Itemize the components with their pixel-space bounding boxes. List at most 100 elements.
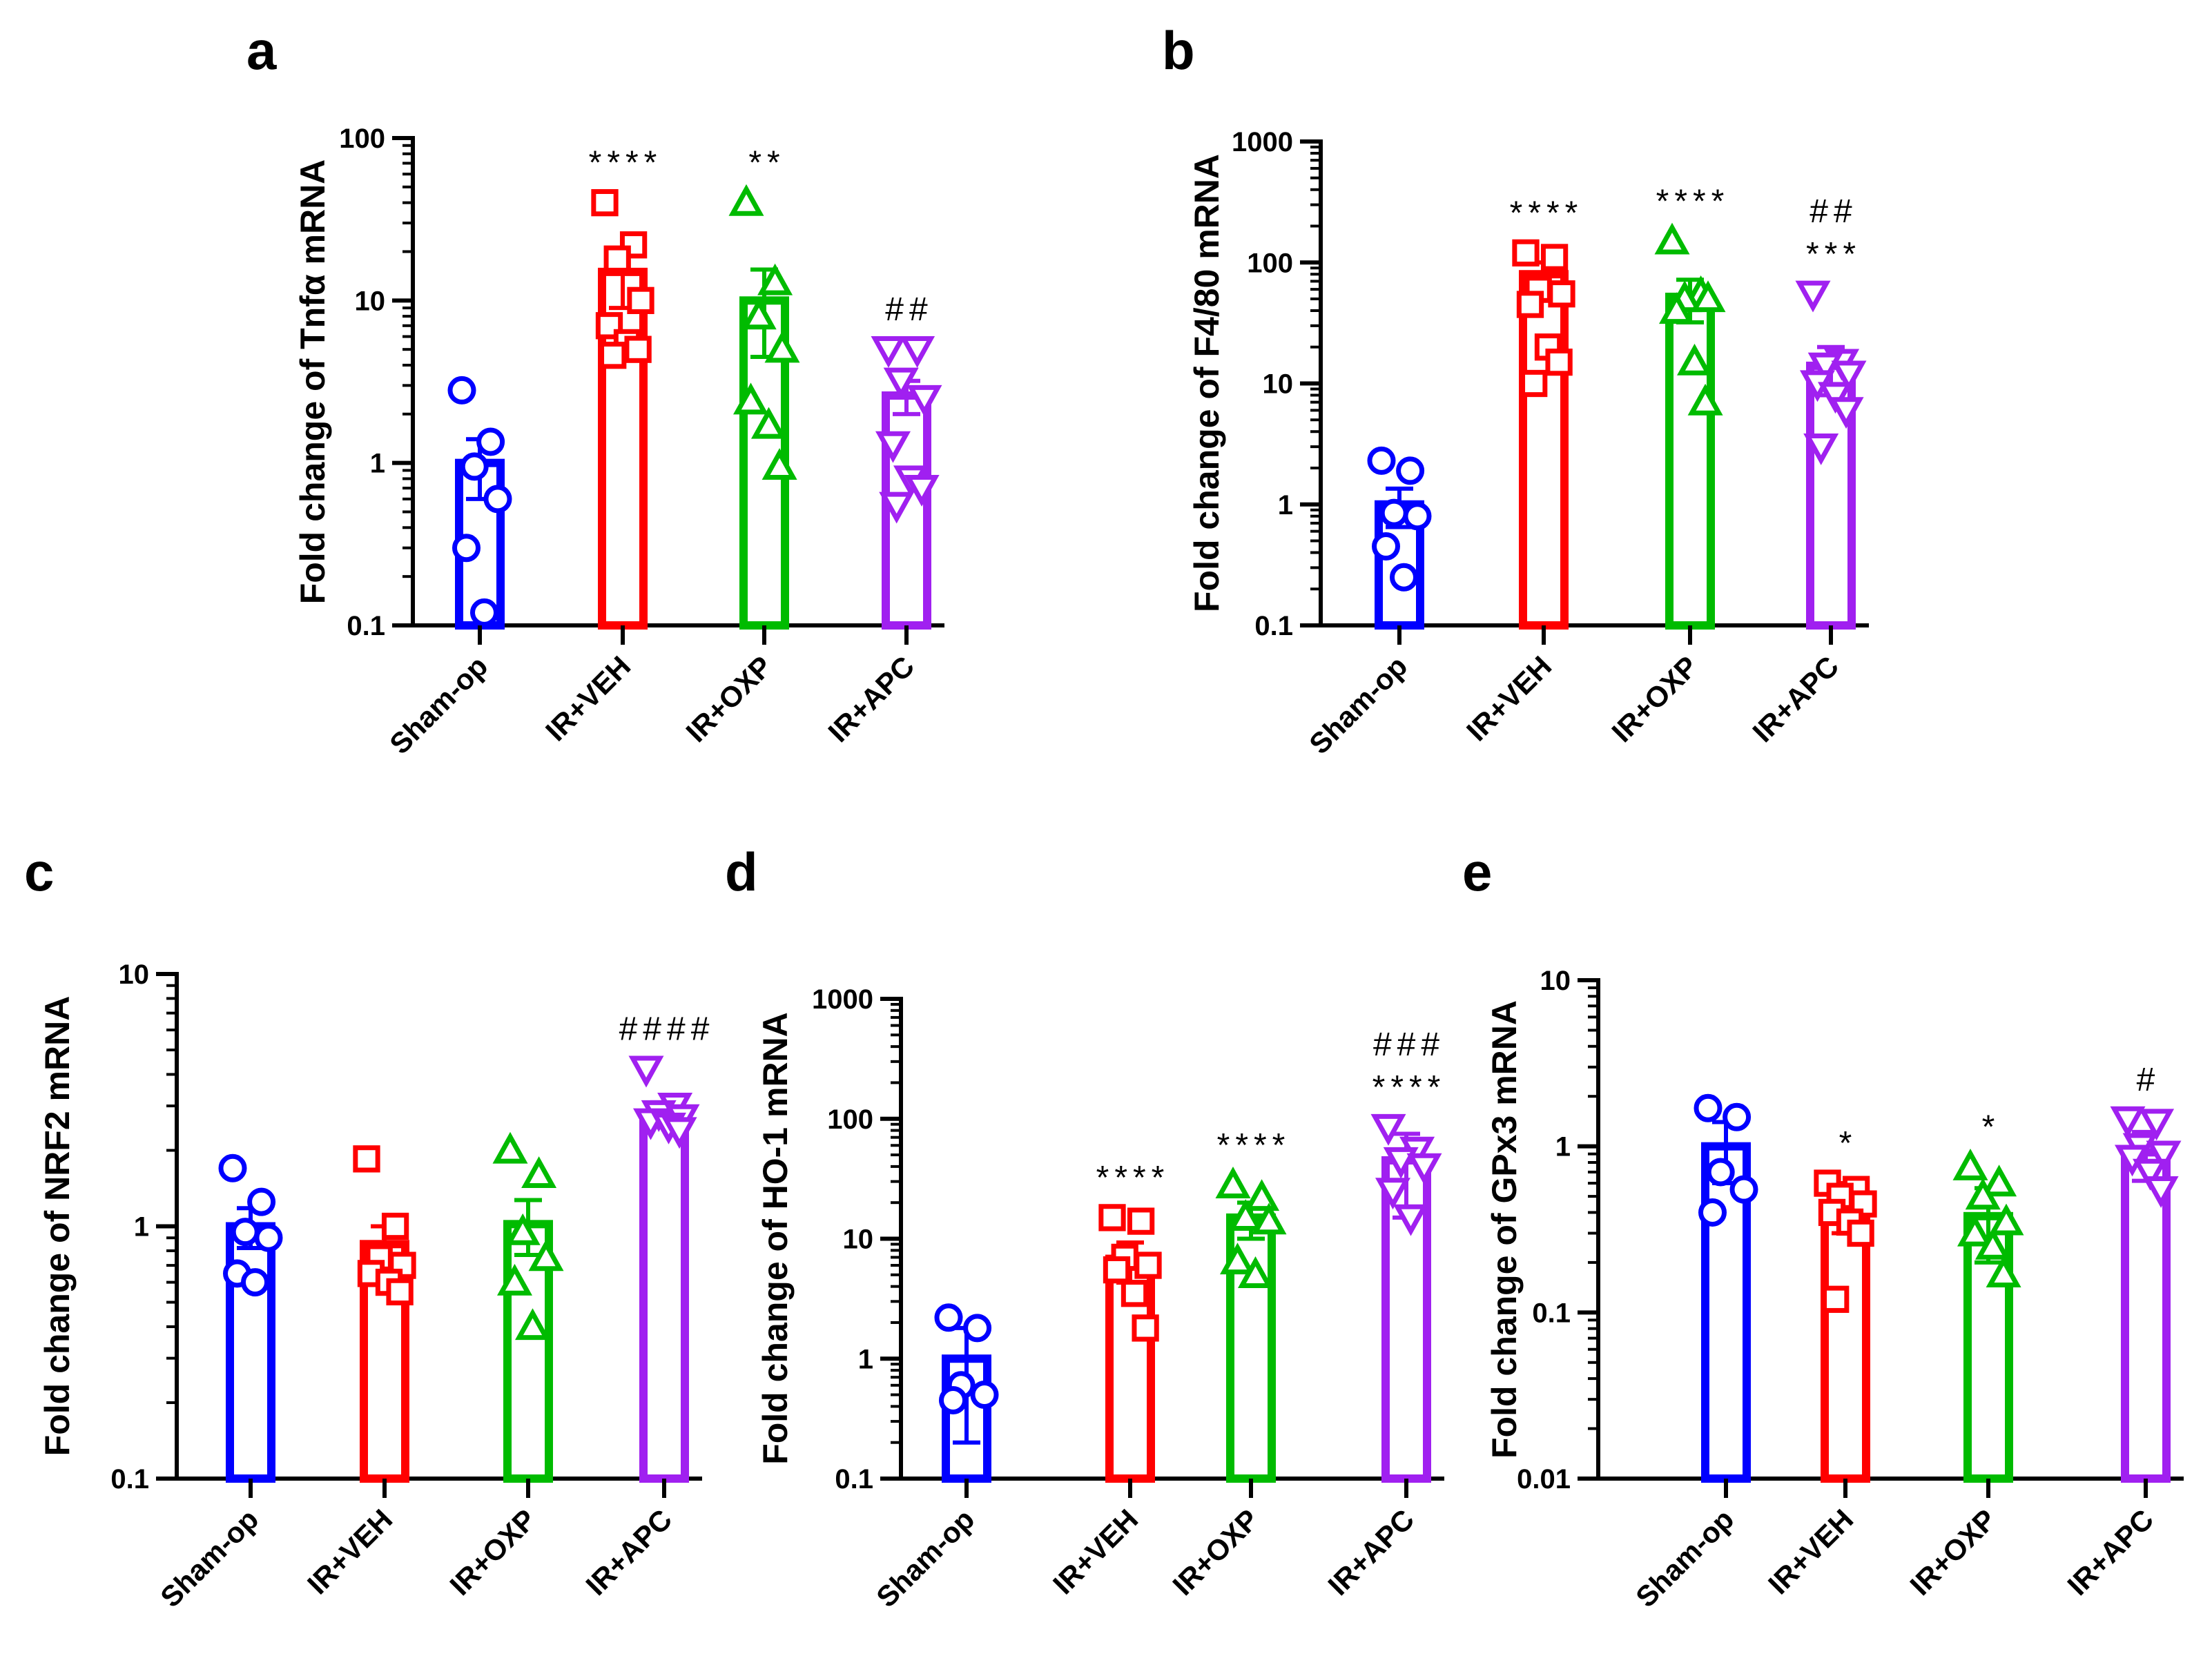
significance-label: **** — [1510, 195, 1584, 231]
data-point — [661, 1117, 697, 1149]
panel-letter: b — [1162, 20, 1195, 81]
data-point — [254, 1223, 283, 1252]
y-tick-label: 1000 — [812, 984, 873, 1015]
data-point — [1847, 1219, 1874, 1247]
y-tick-label: 0.1 — [835, 1464, 873, 1494]
data-point — [733, 382, 768, 415]
y-tick-label: 0.1 — [110, 1464, 149, 1494]
significance-label: **** — [1217, 1127, 1291, 1164]
y-tick-label: 0.1 — [1532, 1298, 1571, 1328]
data-point — [1403, 502, 1432, 531]
data-point — [628, 1055, 664, 1088]
significance-label: **** — [1096, 1160, 1170, 1196]
data-point — [1548, 280, 1575, 308]
data-point — [1215, 1167, 1251, 1198]
y-tick-label: 100 — [339, 124, 385, 154]
x-tick-label: IR+VEH — [539, 650, 637, 747]
chart-panel-d: d Fold change of HO-1 mRNA 0.1 1 10 100 1000 Sh… — [725, 841, 1445, 1613]
data-point — [624, 335, 652, 363]
data-point — [447, 376, 476, 405]
y-tick-label: 1 — [134, 1212, 149, 1243]
x-tick-label: IR+OXP — [679, 650, 778, 748]
data-point — [883, 367, 919, 400]
y-tick-label: 1 — [858, 1344, 873, 1374]
data-point — [1659, 292, 1694, 324]
data-point — [1379, 498, 1408, 527]
data-point — [879, 491, 915, 524]
data-point — [741, 298, 777, 330]
x-tick-label: IR+OXP — [1166, 1503, 1265, 1601]
data-point — [1831, 360, 1867, 393]
data-point — [470, 598, 498, 627]
panel-letter: c — [24, 841, 54, 902]
data-point — [1132, 1314, 1159, 1342]
data-point — [1251, 1202, 1287, 1235]
data-point — [1803, 433, 1839, 465]
data-point — [871, 336, 906, 368]
data-point — [1127, 1207, 1155, 1235]
data-point — [904, 474, 940, 507]
y-tick-label: 1 — [370, 449, 385, 479]
data-point — [218, 1153, 247, 1182]
data-point — [900, 336, 935, 368]
data-point — [1120, 1280, 1149, 1307]
x-tick-label: IR+APC — [1321, 1503, 1420, 1601]
data-point — [1986, 1256, 2021, 1288]
data-point — [1098, 1204, 1126, 1231]
data-point — [515, 1308, 550, 1341]
y-tick-label: 0.1 — [1254, 611, 1293, 641]
y-tick-label: 0.01 — [1517, 1464, 1571, 1494]
y-tick-label: 0.1 — [347, 611, 385, 641]
data-point — [1677, 343, 1712, 376]
x-tick-label: IR+VEH — [1460, 650, 1558, 747]
y-axis-title: Fold change of F4/80 mRNA — [1187, 154, 1226, 612]
data-point — [353, 1145, 380, 1173]
data-point — [1723, 1102, 1752, 1131]
data-point — [1654, 222, 1690, 255]
data-point — [1540, 244, 1569, 271]
data-point — [1220, 1243, 1255, 1275]
data-point — [728, 184, 764, 216]
data-point — [483, 485, 512, 514]
x-tick-label: Sham-op — [1629, 1503, 1740, 1613]
panel-letter: a — [246, 20, 277, 81]
data-point — [476, 427, 505, 456]
bar-IR+OXP — [1665, 293, 1715, 630]
data-point — [1957, 1214, 1992, 1247]
data-point — [751, 407, 786, 439]
panel-letter: e — [1462, 841, 1492, 902]
data-point — [1690, 280, 1726, 313]
data-point — [1244, 1179, 1280, 1211]
data-point — [1512, 239, 1540, 267]
y-axis-title: Fold change of GPx3 mRNA — [1485, 1000, 1524, 1459]
data-point — [1975, 1227, 2010, 1260]
data-point — [875, 431, 911, 463]
data-point — [1698, 1198, 1727, 1227]
data-point — [231, 1218, 260, 1247]
x-tick-label: IR+APC — [579, 1503, 678, 1601]
data-point — [1375, 1178, 1410, 1210]
data-point — [528, 1239, 564, 1272]
x-tick-label: Sham-op — [383, 650, 494, 760]
x-tick-label: IR+OXP — [443, 1503, 542, 1601]
data-point — [1818, 382, 1853, 414]
x-tick-label: IR+APC — [1746, 650, 1845, 748]
data-point — [1372, 532, 1400, 561]
significance-label: ** — [748, 145, 785, 182]
data-point — [2146, 1140, 2182, 1173]
significance-label: *** — [1806, 236, 1861, 273]
data-point — [1706, 1158, 1735, 1187]
data-point — [595, 312, 623, 340]
y-tick-label: 1 — [1555, 1132, 1571, 1162]
data-point — [1390, 563, 1418, 592]
y-tick-label: 10 — [843, 1225, 874, 1255]
y-tick-label: 100 — [1247, 248, 1293, 278]
data-point — [1694, 1093, 1723, 1122]
data-point — [764, 331, 800, 363]
data-point — [591, 188, 619, 217]
significance-label: ### — [1373, 1026, 1445, 1063]
chart-panel-b: b Fold change of F4/80 mRNA 0.1 1 10 100 1000 S… — [1162, 20, 1869, 760]
data-point — [1828, 397, 1864, 429]
data-point — [386, 1278, 414, 1306]
